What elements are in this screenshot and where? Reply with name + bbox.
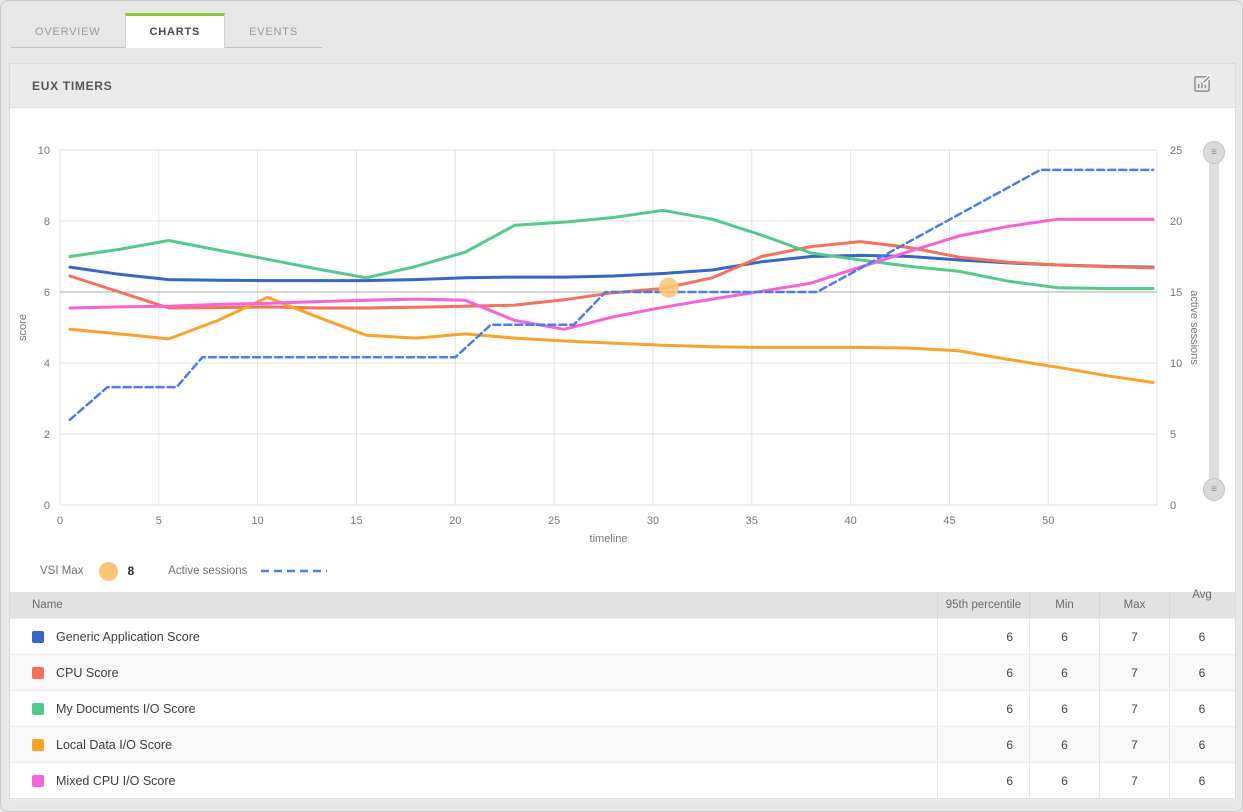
tab-charts[interactable]: CHARTS — [125, 13, 226, 48]
table-row-generic-application-score[interactable]: Generic Application Score 6 6 7 6 — [10, 618, 1235, 654]
svg-text:35: 35 — [746, 515, 758, 527]
tab-overview-label: OVERVIEW — [35, 26, 101, 38]
row-min: 6 — [1029, 619, 1099, 654]
chart-area: 0 2 4 6 8 10 0 5 10 15 20 25 0 5 10 15 20 25 30 35 40 45 50 sco… — [10, 108, 1235, 560]
chart-legend: VSI Max 8 Active sessions — [40, 561, 327, 581]
header-avg: Avg — [1169, 592, 1234, 618]
svg-text:0: 0 — [44, 500, 50, 512]
svg-text:0: 0 — [1170, 500, 1176, 512]
svg-text:45: 45 — [943, 515, 955, 527]
table-row-mixed-cpu-io-score[interactable]: Mixed CPU I/O Score 6 6 7 6 — [10, 762, 1235, 798]
row-name: Generic Application Score — [56, 630, 200, 644]
vsi-max-dot-icon — [99, 562, 118, 581]
svg-text:10: 10 — [1170, 358, 1182, 370]
svg-text:active sessions: active sessions — [1188, 290, 1200, 365]
svg-text:5: 5 — [1170, 429, 1176, 441]
row-95th: 6 — [937, 655, 1029, 690]
row-max: 7 — [1099, 763, 1169, 798]
svg-text:score: score — [17, 314, 29, 341]
edit-chart-button[interactable] — [1191, 75, 1213, 97]
svg-text:25: 25 — [548, 515, 560, 527]
header-max: Max — [1099, 592, 1169, 618]
row-name: Mixed CPU I/O Score — [56, 774, 175, 788]
table-footer-strip — [10, 798, 1235, 801]
svg-text:2: 2 — [44, 429, 50, 441]
app-window: { "tabs": { "items": [ { "label": "OVERV… — [0, 0, 1243, 812]
svg-text:15: 15 — [350, 515, 362, 527]
row-min: 6 — [1029, 763, 1099, 798]
row-avg: 6 — [1169, 655, 1234, 690]
header-name: Name — [10, 592, 937, 618]
row-name: Local Data I/O Score — [56, 738, 172, 752]
svg-text:10: 10 — [252, 515, 264, 527]
tab-charts-label: CHARTS — [150, 26, 201, 38]
drag-handle-icon: ≡ — [1211, 148, 1217, 158]
svg-text:25: 25 — [1170, 145, 1182, 157]
svg-text:5: 5 — [156, 515, 162, 527]
row-avg: 6 — [1169, 763, 1234, 798]
row-min: 6 — [1029, 727, 1099, 762]
edit-chart-icon — [1192, 74, 1212, 97]
series-swatch — [32, 703, 44, 715]
vsi-max-label: VSI Max — [40, 565, 83, 577]
svg-text:10: 10 — [38, 145, 50, 157]
row-max: 7 — [1099, 619, 1169, 654]
slider-handle-bottom[interactable]: ≡ — [1203, 478, 1225, 501]
row-95th: 6 — [937, 763, 1029, 798]
table-row-local-data-io-score[interactable]: Local Data I/O Score 6 6 7 6 — [10, 726, 1235, 762]
tab-events-label: EVENTS — [249, 26, 298, 38]
svg-text:20: 20 — [1170, 216, 1182, 228]
svg-text:20: 20 — [449, 515, 461, 527]
row-avg: 6 — [1169, 691, 1234, 726]
active-sessions-dash-icon — [261, 565, 327, 577]
row-max: 7 — [1099, 655, 1169, 690]
vsi-max-value: 8 — [127, 564, 134, 578]
row-avg: 6 — [1169, 727, 1234, 762]
row-min: 6 — [1029, 691, 1099, 726]
svg-text:40: 40 — [845, 515, 857, 527]
row-95th: 6 — [937, 727, 1029, 762]
row-max: 7 — [1099, 691, 1169, 726]
svg-text:4: 4 — [44, 358, 50, 370]
svg-text:6: 6 — [44, 287, 50, 299]
tab-events[interactable]: EVENTS — [225, 16, 322, 48]
active-sessions-label: Active sessions — [168, 565, 247, 577]
svg-text:8: 8 — [44, 216, 50, 228]
svg-text:0: 0 — [57, 515, 63, 527]
row-95th: 6 — [937, 619, 1029, 654]
drag-handle-icon: ≡ — [1211, 485, 1217, 495]
row-name: My Documents I/O Score — [56, 702, 196, 716]
row-min: 6 — [1029, 655, 1099, 690]
slider-handle-top[interactable]: ≡ — [1203, 141, 1225, 164]
panel-title: EUX TIMERS — [32, 79, 112, 93]
header-min: Min — [1029, 592, 1099, 618]
row-name: CPU Score — [56, 666, 119, 680]
svg-text:15: 15 — [1170, 287, 1182, 299]
row-95th: 6 — [937, 691, 1029, 726]
header-95th-percentile: 95th percentile — [937, 592, 1029, 618]
row-max: 7 — [1099, 727, 1169, 762]
svg-text:30: 30 — [647, 515, 659, 527]
right-axis-slider-track[interactable] — [1209, 150, 1219, 500]
series-swatch — [32, 775, 44, 787]
tab-bar: OVERVIEW CHARTS EVENTS — [11, 13, 322, 48]
eux-timers-panel: EUX TIMERS 0 2 4 6 8 10 0 5 10 15 20 25 0 5 10 15 20 25 30… — [9, 63, 1236, 800]
series-swatch — [32, 739, 44, 751]
tab-overview[interactable]: OVERVIEW — [11, 16, 125, 48]
svg-text:timeline: timeline — [590, 533, 628, 545]
series-swatch — [32, 667, 44, 679]
svg-text:50: 50 — [1042, 515, 1054, 527]
row-avg: 6 — [1169, 619, 1234, 654]
table-row-my-documents-io-score[interactable]: My Documents I/O Score 6 6 7 6 — [10, 690, 1235, 726]
series-swatch — [32, 631, 44, 643]
table-header: Name 95th percentile Min Max Avg — [10, 592, 1235, 618]
eux-timers-chart: 0 2 4 6 8 10 0 5 10 15 20 25 0 5 10 15 20 25 30 35 40 45 50 sco… — [10, 108, 1235, 560]
panel-header: EUX TIMERS — [10, 64, 1235, 108]
table-row-cpu-score[interactable]: CPU Score 6 6 7 6 — [10, 654, 1235, 690]
